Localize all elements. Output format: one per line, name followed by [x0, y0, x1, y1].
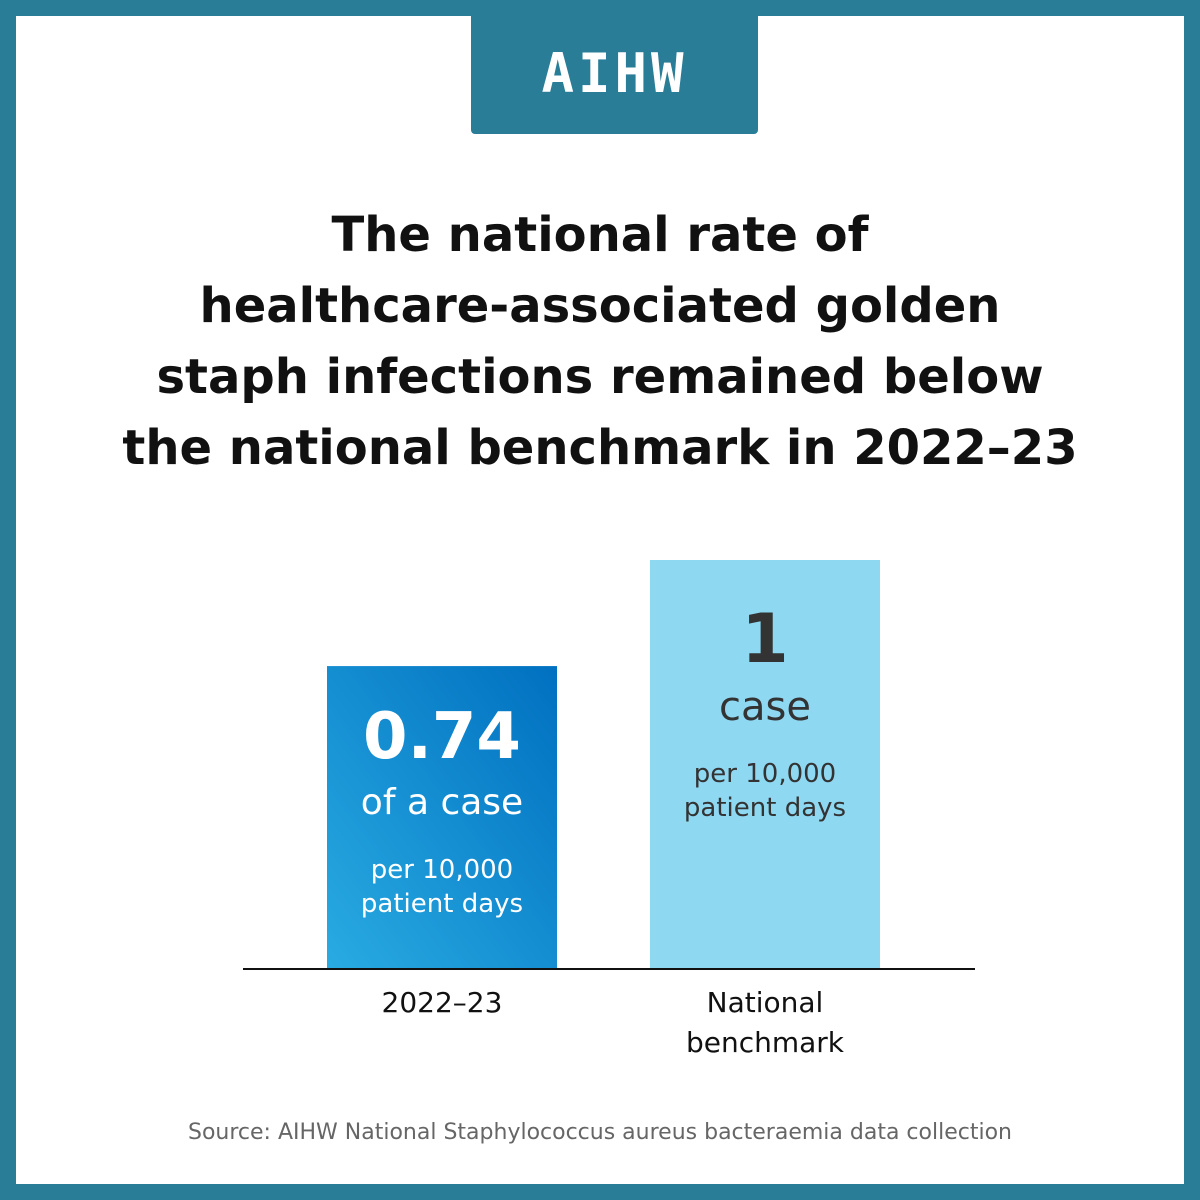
category-label: National [707, 986, 824, 1019]
bar-value-label: 0.74 [363, 700, 521, 774]
bar-unit-label: of a case [361, 782, 523, 823]
source-note: Source: AIHW National Staphylococcus aur… [188, 1120, 1012, 1145]
aihw-logo: AIHW [471, 16, 758, 134]
category-label: 2022–23 [382, 986, 503, 1019]
infographic-frame: AIHW [16, 16, 1184, 1184]
bar-unit-label: case [719, 684, 811, 730]
headline: The national rate of healthcare-associat… [0, 200, 1200, 484]
bar-sub-label: per 10,000 [694, 759, 836, 789]
bar-2 [650, 560, 880, 968]
bar-sub-label: patient days [684, 793, 846, 823]
headline-line: the national benchmark in 2022–23 [122, 420, 1078, 476]
bar-sub-label: per 10,000 [371, 855, 513, 885]
logo-text: AIHW [541, 41, 688, 105]
headline-line: staph infections remained below [156, 349, 1044, 405]
headline-line: healthcare-associated golden [199, 278, 1001, 334]
bar-value-label: 1 [741, 600, 788, 679]
bar-1 [327, 666, 557, 968]
category-label: benchmark [686, 1026, 845, 1059]
headline-line: The national rate of [331, 207, 869, 263]
bar-sub-label: patient days [361, 889, 523, 919]
